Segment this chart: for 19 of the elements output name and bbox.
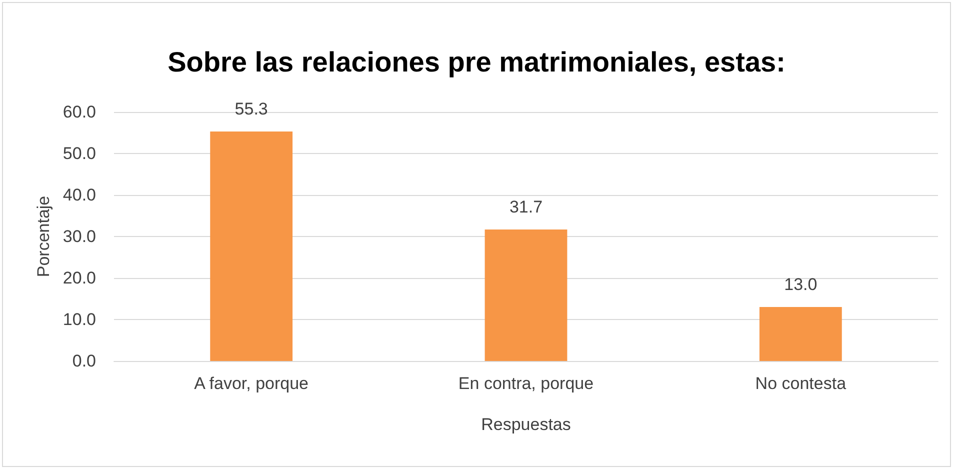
data-label: 31.7: [509, 197, 543, 216]
data-label: 13.0: [784, 275, 818, 294]
y-tick-label: 50.0: [62, 144, 96, 163]
y-axis-title: Porcentaje: [34, 196, 53, 278]
y-tick-label: 10.0: [62, 310, 96, 329]
y-tick-label: 30.0: [62, 227, 96, 246]
y-tick-label: 40.0: [62, 186, 96, 204]
x-tick-label: A favor, porque: [194, 374, 309, 393]
bar: [210, 132, 293, 361]
bar: [484, 229, 568, 361]
x-tick-label: En contra, porque: [458, 374, 594, 393]
chart-title: Sobre las relaciones pre matrimoniales, estas:: [168, 46, 786, 78]
data-label: 55.3: [234, 100, 268, 119]
y-tick-label: 0.0: [72, 352, 96, 370]
x-tick-label: No contesta: [755, 374, 847, 393]
bar: [759, 307, 842, 361]
x-axis-title: Respuestas: [481, 415, 571, 434]
y-tick-label: 20.0: [62, 268, 96, 288]
y-tick-label: 60.0: [62, 102, 96, 122]
